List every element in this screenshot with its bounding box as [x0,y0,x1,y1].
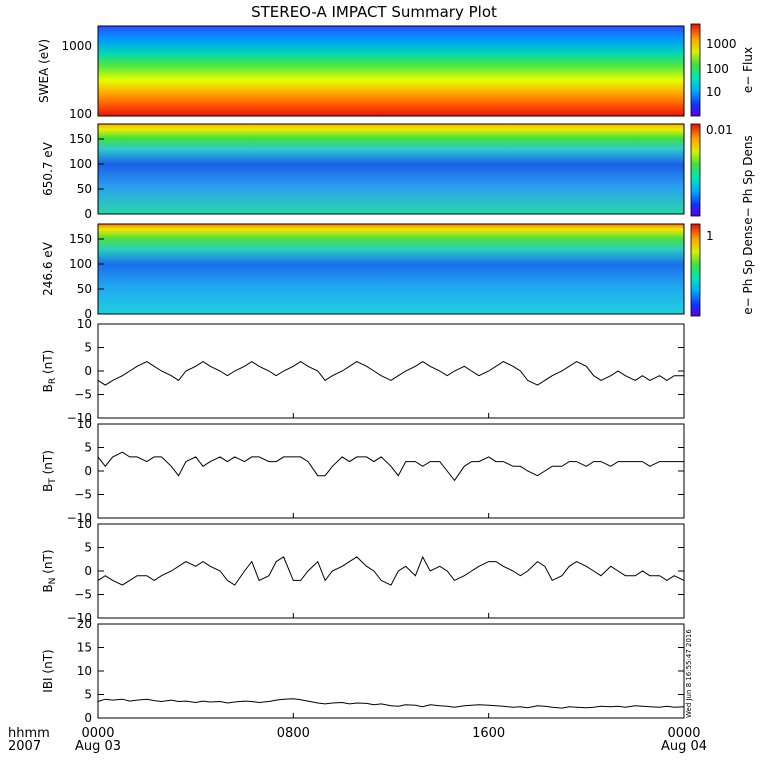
time-axis-label-hhmm: hhmm [8,726,50,741]
time-tick-label: 0000 [81,726,114,741]
bmag-ytick-label: 5 [84,688,92,702]
ytick-label: 150 [69,232,92,246]
bn-ytick-label: 0 [84,564,92,578]
swea-ytick-100: 100 [69,107,92,121]
bt-series-line [97,451,684,482]
swea-colorbar-label: e− Flux [741,47,755,93]
bt-ytick-label: 0 [84,464,92,478]
br-ytick-label: −10 [67,411,92,425]
swea-cbar-tick-10: 10 [706,85,721,99]
pad-246-panel: 246.6 eV 0 50 100 150 1 e− Ph Sp Dens [41,223,755,321]
pad-246-ylabel: 246.6 eV [41,241,55,296]
bn-series-line [97,555,685,586]
time-axis-label-year: 2007 [8,739,41,754]
magnetic-field-panels: −10 −5 0 5 10 BR (nT) −10 −5 0 5 10 BT (nT) −10 −5 0 5 1… [41,317,685,725]
pad-650-colorbar [690,123,701,217]
bn-ylabel: BN (nT) [41,549,58,592]
timestamp-label: Wed Jun 8 16:55:47 2016 [685,629,693,718]
ytick-label: 100 [69,257,92,271]
bmag-series-line [97,698,685,709]
bn-frame [97,523,685,619]
br-ytick-label: −5 [74,388,92,402]
bn-ytick-label: 5 [84,541,92,555]
bmag-ylabel: IBI (nT) [41,649,55,692]
bmag-frame [97,623,685,719]
pad-246-heatmap [98,224,684,314]
swea-panel: SWEA (eV) 100 1000 10 100 1000 e− Flux [37,23,755,121]
bt-ytick-label: 10 [77,417,92,431]
time-tick-date: Aug 04 [661,739,707,754]
br-panel: −10 −5 0 5 10 BR (nT) [41,317,685,425]
bmag-ytick-label: 0 [84,711,92,725]
swea-frame [97,25,685,117]
ytick-label: 150 [69,132,92,146]
br-ytick-label: 10 [77,317,92,331]
pad-246-cbar-tick: 1 [706,229,714,243]
pad-650-cbar-tick: 0.01 [706,123,733,137]
bt-ytick-label: −10 [67,511,92,525]
bt-ylabel: BT (nT) [41,450,58,492]
bt-ytick-label: 5 [84,441,92,455]
br-ylabel: BR (nT) [41,350,58,393]
bn-ytick-label: 10 [77,517,92,531]
ytick-label: 0 [84,207,92,221]
pad-650-colorbar-label: e− Ph Sp Dens [741,135,755,224]
bt-panel: −10 −5 0 5 10 BT (nT) [41,417,685,525]
time-tick-label: 1600 [472,726,505,741]
pad-650-heatmap [98,124,684,214]
swea-ytick-1000: 1000 [61,39,92,53]
pad-650-frame [97,123,685,215]
br-ytick-label: 5 [84,341,92,355]
bt-frame [97,423,685,519]
pad-246-frame [97,223,685,315]
bmag-ytick-label: 15 [77,641,92,655]
swea-cbar-tick-100: 100 [706,62,729,76]
swea-ylabel: SWEA (eV) [37,39,51,103]
swea-heatmap [98,26,684,116]
bmag-panel: 0 5 10 15 20 IBI (nT) [41,617,685,725]
bmag-ytick-label: 10 [77,664,92,678]
br-ytick-label: 0 [84,364,92,378]
swea-cbar-tick-1000: 1000 [706,37,737,51]
bn-ytick-label: −5 [74,588,92,602]
ytick-label: 50 [77,282,92,296]
pad-246-colorbar-label: e− Ph Sp Dens [741,225,755,314]
time-tick-label: 0800 [277,726,310,741]
bn-ytick-label: −10 [67,611,92,625]
ytick-label: 100 [69,157,92,171]
ytick-label: 0 [84,307,92,321]
pad-650-panel: 650.7 eV 0 50 100 150 0.01 e− Ph Sp Dens [41,123,755,225]
ytick-label: 50 [77,182,92,196]
plot-title: STEREO-A IMPACT Summary Plot [251,3,497,21]
pad-246-colorbar [690,223,701,317]
bt-ytick-label: −5 [74,488,92,502]
time-tick-label: 0000 [667,726,700,741]
bmag-ytick-label: 20 [77,617,92,631]
bn-panel: −10 −5 0 5 10 BN (nT) [41,517,685,625]
time-tick-date: Aug 03 [75,739,121,754]
br-series-line [97,361,684,386]
pad-650-ylabel: 650.7 eV [41,141,55,196]
swea-colorbar [690,23,701,117]
